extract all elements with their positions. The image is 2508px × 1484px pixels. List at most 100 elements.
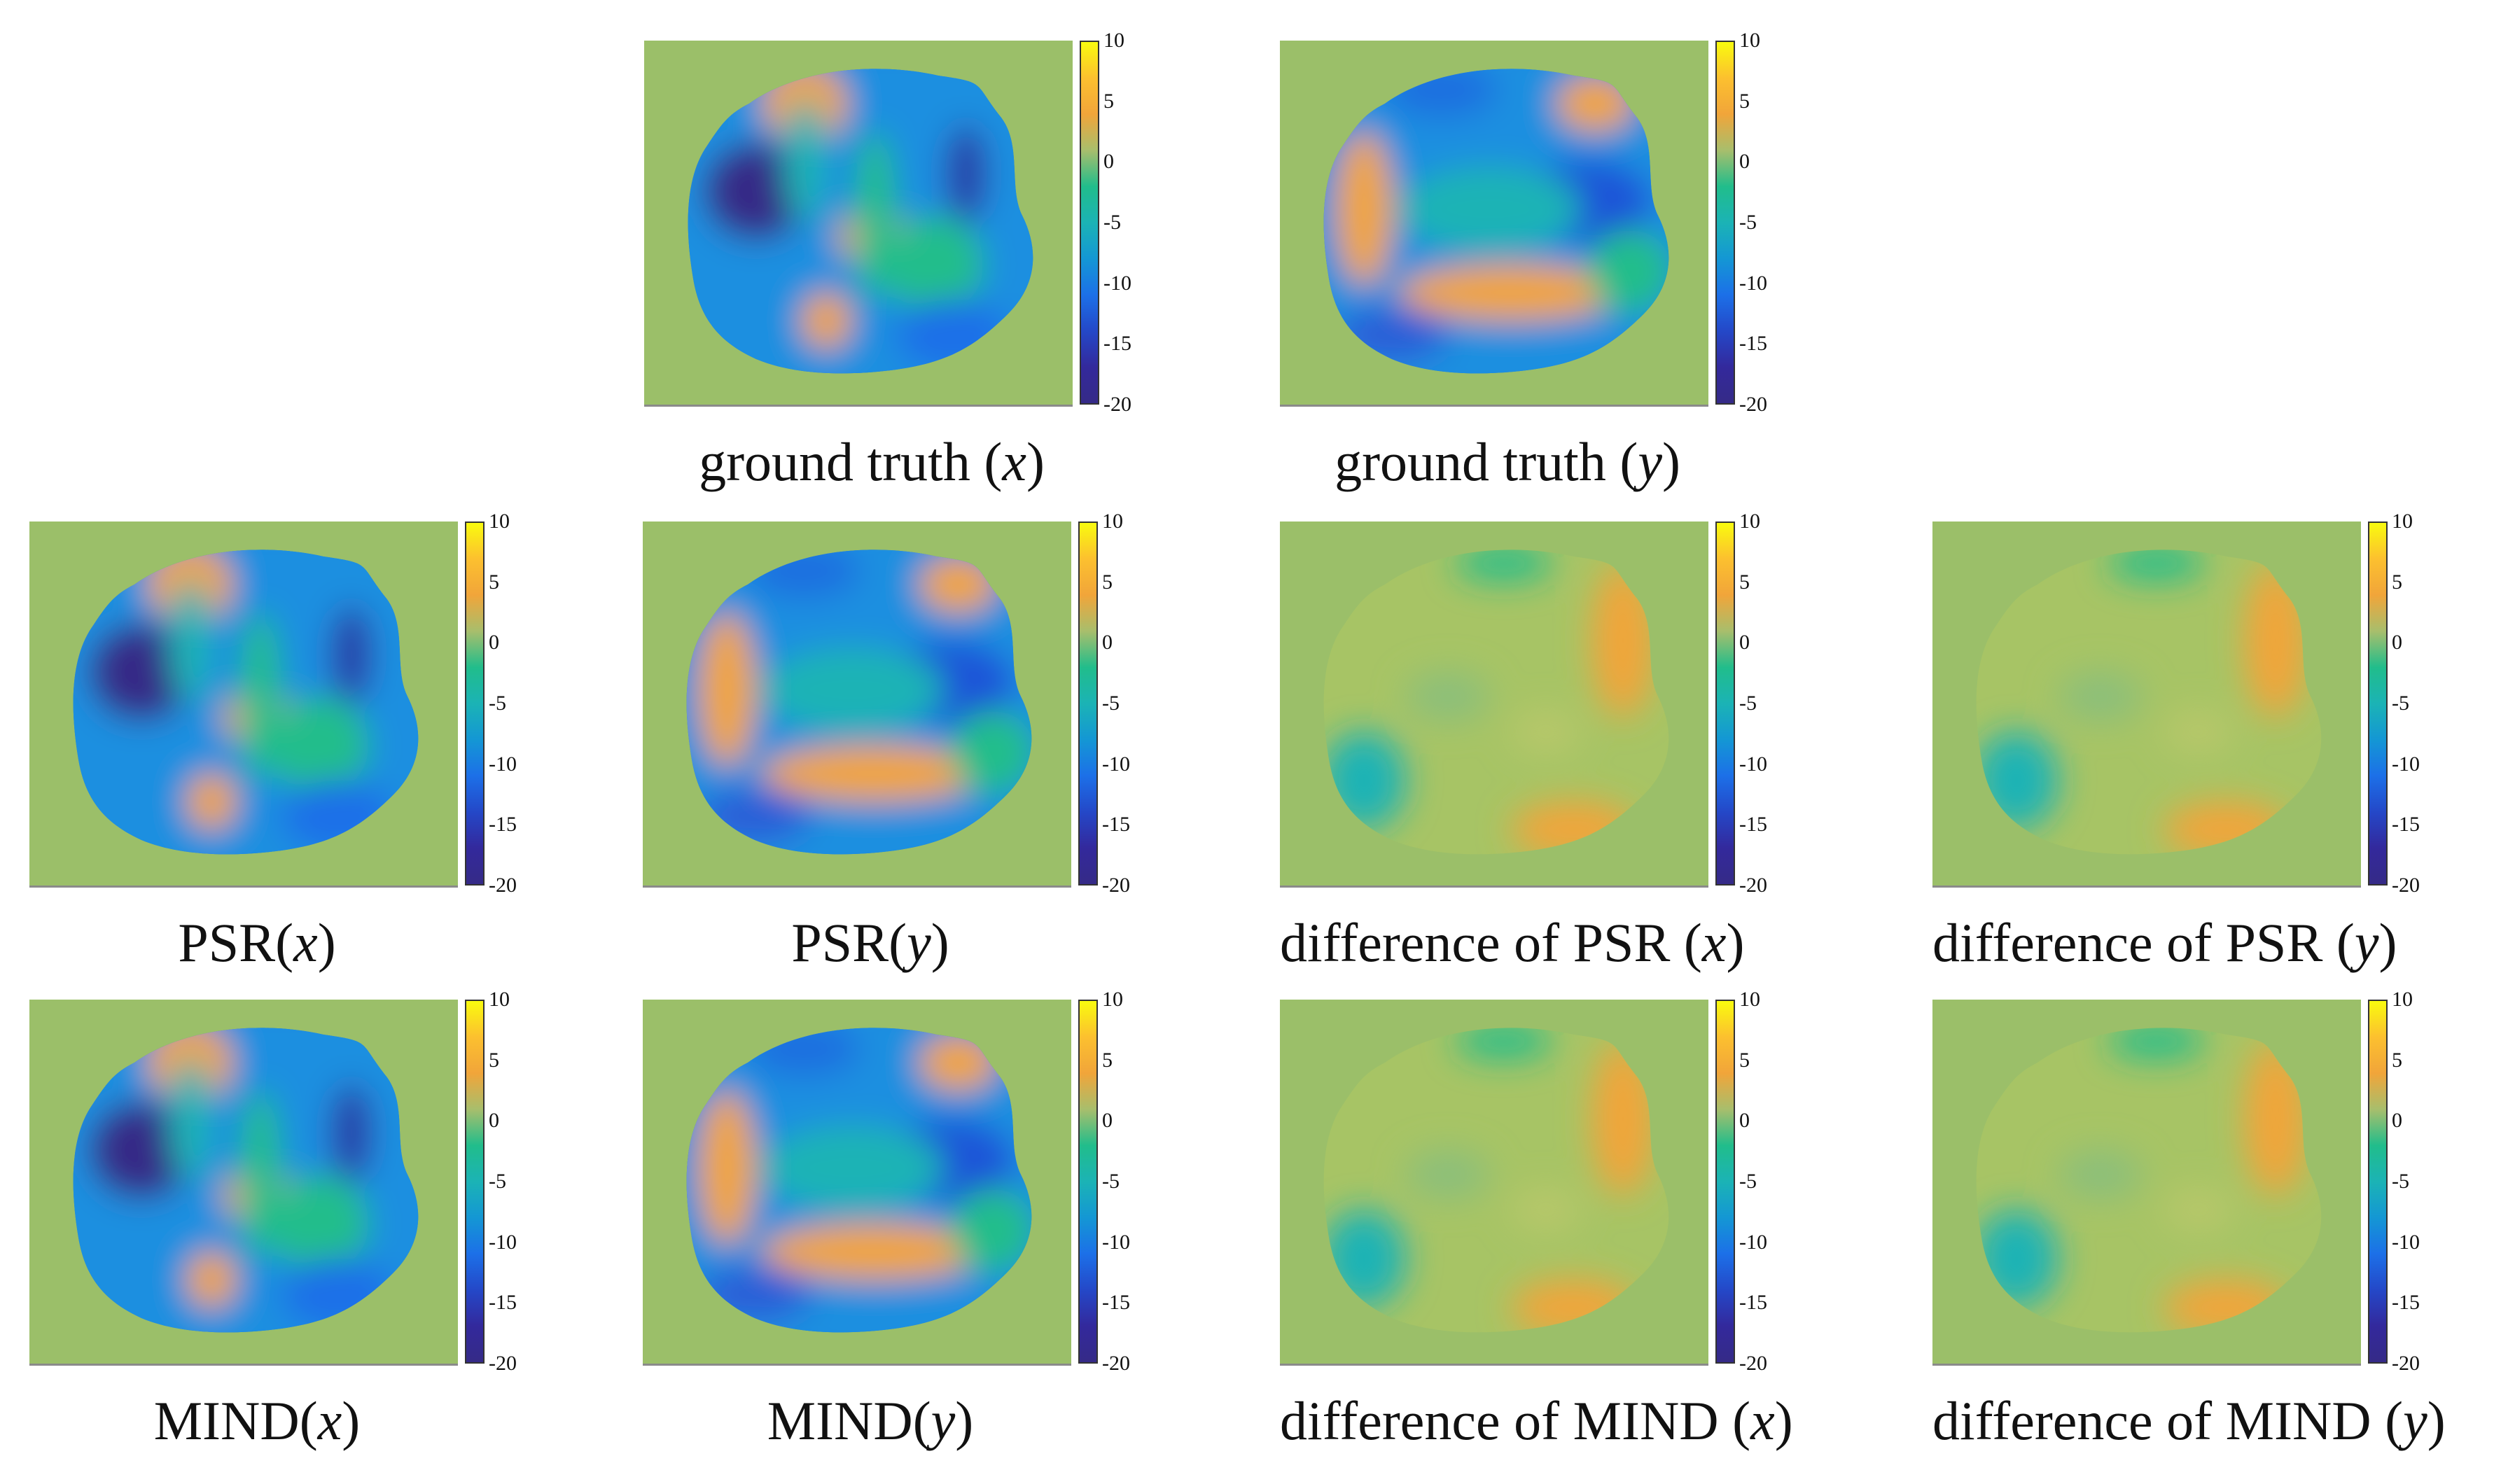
colorbar-tick-label: -15	[489, 813, 517, 836]
colorbar-tick-label: -10	[489, 1230, 517, 1254]
colorbar	[1715, 522, 1735, 886]
panel-diff-mind-y: 10 5 0 -5 -10 -15 -20 difference of MIND (y)	[1932, 989, 2493, 1449]
colorbar-tick-label: 0	[1102, 631, 1113, 654]
colorbar-tick-label: 5	[1739, 89, 1750, 113]
colorbar-tick-label: -20	[2392, 1352, 2420, 1375]
heatmap-gt-x	[644, 41, 1073, 407]
colorbar-tick-label: -5	[1102, 1170, 1120, 1193]
panel-diff-psr-y: 10 5 0 -5 -10 -15 -20 difference of PSR (y)	[1932, 511, 2493, 973]
caption-suffix: )	[2427, 1390, 2446, 1451]
colorbar-tick-label: -15	[1103, 332, 1131, 356]
heatmap-psr-x	[29, 522, 458, 888]
colorbar-tick-label: -20	[1102, 1352, 1130, 1375]
colorbar-tick-label: -10	[489, 752, 517, 776]
caption-diff-mind-y: difference of MIND (y)	[1932, 1393, 2446, 1449]
panel-mind-x: 10 5 0 -5 -10 -15 -20 MIND(x)	[29, 989, 590, 1451]
colorbar	[1078, 522, 1098, 886]
caption-prefix: difference of MIND (	[1932, 1390, 2404, 1451]
colorbar	[2368, 1000, 2388, 1364]
colorbar-tick-label: 10	[1102, 988, 1123, 1011]
panel-diff-psr-x: 10 5 0 -5 -10 -15 -20 difference of PSR (x)	[1280, 511, 1840, 973]
colorbar	[1080, 41, 1099, 405]
caption-prefix: difference of MIND (	[1280, 1390, 1751, 1451]
colorbar-tick-label: 5	[489, 1048, 499, 1072]
heatmap-diff-psr-y	[1932, 522, 2361, 888]
caption-suffix: )	[1026, 431, 1045, 492]
caption-variable: y	[907, 912, 931, 973]
colorbar-tick-label: 10	[2392, 988, 2413, 1011]
colorbar-tick-label: -10	[1102, 1230, 1130, 1254]
caption-psr-y: PSR(y)	[643, 915, 1098, 971]
colorbar-tick-label: -10	[1739, 1230, 1767, 1254]
colorbar-tick-label: -20	[1739, 1352, 1767, 1375]
caption-prefix: ground truth (	[1335, 431, 1638, 492]
colorbar-tick-label: -15	[1739, 332, 1767, 356]
colorbar-tick-label: 5	[1739, 570, 1750, 594]
colorbar-tick-label: -20	[489, 1352, 517, 1375]
heatmap-mind-x	[29, 1000, 458, 1366]
colorbar-tick-label: 10	[1103, 29, 1124, 52]
colorbar-tick-label: -15	[2392, 1291, 2420, 1315]
colorbar-tick-label: -5	[2392, 692, 2409, 715]
colorbar-tick-label: -10	[2392, 1230, 2420, 1254]
colorbar-tick-label: 10	[489, 988, 510, 1011]
caption-suffix: )	[931, 912, 949, 973]
colorbar	[465, 522, 485, 886]
colorbar-tick-label: -20	[1739, 874, 1767, 897]
colorbar-tick-label: -5	[1739, 1170, 1757, 1193]
colorbar-tick-label: 10	[489, 510, 510, 533]
caption-variable: x	[317, 1390, 342, 1451]
caption-variable: y	[2354, 912, 2379, 973]
caption-suffix: )	[2378, 912, 2397, 973]
colorbar-tick-label: 0	[489, 631, 499, 654]
colorbar-tick-label: 10	[2392, 510, 2413, 533]
caption-diff-psr-x: difference of PSR (x)	[1280, 912, 1745, 973]
colorbar-tick-label: 5	[1102, 570, 1113, 594]
caption-prefix: difference of PSR (	[1932, 912, 2355, 973]
colorbar-tick-label: -5	[489, 692, 506, 715]
caption-diff-mind-x: difference of MIND (x)	[1280, 1393, 1793, 1449]
caption-suffix: )	[1774, 1390, 1793, 1451]
caption-suffix: )	[1661, 431, 1680, 492]
colorbar-tick-label: -15	[2392, 813, 2420, 836]
caption-variable: y	[1638, 431, 1662, 492]
heatmap-mind-y	[643, 1000, 1071, 1366]
colorbar-tick-label: -15	[1102, 1291, 1130, 1315]
colorbar	[1078, 1000, 1098, 1364]
panel-psr-y: 10 5 0 -5 -10 -15 -20 PSR(y)	[643, 511, 1203, 971]
heatmap-diff-psr-x	[1280, 522, 1708, 888]
colorbar-tick-label: 0	[1739, 1109, 1750, 1133]
colorbar-tick-label: -10	[1739, 752, 1767, 776]
panel-mind-y: 10 5 0 -5 -10 -15 -20 MIND(y)	[643, 989, 1203, 1449]
caption-variable: y	[2403, 1390, 2427, 1451]
colorbar-tick-label: 10	[1739, 988, 1760, 1011]
heatmap-diff-mind-x	[1280, 1000, 1708, 1366]
heatmap-psr-y	[643, 522, 1071, 888]
colorbar-tick-label: -10	[1103, 271, 1131, 295]
colorbar-tick-label: -10	[2392, 752, 2420, 776]
caption-suffix: )	[317, 912, 336, 973]
colorbar-tick-label: 5	[1103, 89, 1114, 113]
caption-prefix: MIND(	[153, 1390, 318, 1451]
caption-psr-x: PSR(x)	[29, 915, 485, 971]
caption-prefix: difference of PSR (	[1280, 912, 1702, 973]
colorbar-tick-label: -15	[1739, 1291, 1767, 1315]
panel-diff-mind-x: 10 5 0 -5 -10 -15 -20 difference of MIND (x)	[1280, 989, 1840, 1449]
heatmap-gt-y	[1280, 41, 1708, 407]
caption-diff-psr-y: difference of PSR (y)	[1932, 912, 2397, 973]
caption-variable: x	[1750, 1390, 1775, 1451]
caption-suffix: )	[1726, 912, 1745, 973]
caption-gt-y: ground truth (y)	[1280, 434, 1735, 490]
colorbar-tick-label: -5	[2392, 1170, 2409, 1193]
colorbar-tick-label: 0	[1103, 150, 1114, 174]
colorbar-tick-label: 10	[1739, 510, 1760, 533]
colorbar-tick-label: 5	[1102, 1048, 1113, 1072]
colorbar-tick-label: 0	[1739, 631, 1750, 654]
caption-gt-x: ground truth (x)	[644, 434, 1099, 490]
colorbar-tick-label: 0	[1102, 1109, 1113, 1133]
caption-suffix: )	[955, 1390, 974, 1451]
caption-prefix: MIND(	[767, 1390, 931, 1451]
colorbar-tick-label: -5	[1739, 692, 1757, 715]
caption-mind-y: MIND(y)	[643, 1393, 1098, 1449]
caption-variable: x	[1002, 431, 1026, 492]
